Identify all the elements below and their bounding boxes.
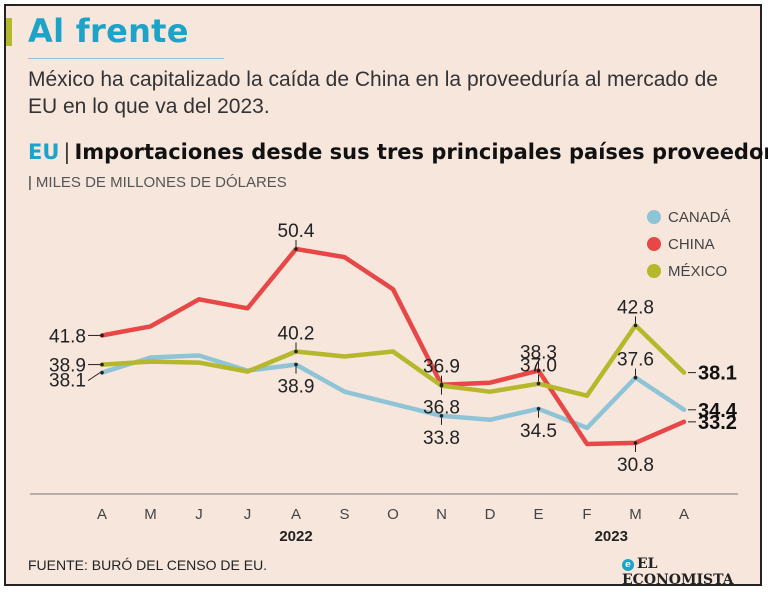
data-point-dot	[633, 441, 638, 445]
data-point-dot	[100, 370, 104, 375]
x-tick-label: A	[97, 506, 107, 523]
x-tick-label: J	[195, 506, 203, 523]
data-point-dot	[536, 406, 541, 411]
data-label: 38.1	[49, 371, 86, 392]
headline-rule	[28, 58, 224, 59]
x-tick-label: M	[629, 506, 642, 523]
legend-label: CHINA	[668, 236, 715, 253]
data-label-end: 33.2	[698, 412, 737, 434]
x-tick-label: J	[244, 506, 252, 523]
data-label: 38.9	[278, 377, 315, 398]
label-leader	[87, 372, 101, 382]
data-point-dot	[294, 362, 298, 367]
chart-title-region: EU	[28, 140, 60, 164]
data-label: 33.8	[423, 428, 460, 449]
data-point-dot	[633, 323, 638, 328]
data-point-dot	[536, 381, 541, 386]
data-label-end: 34.4	[698, 400, 738, 422]
x-tick-label: O	[387, 506, 399, 523]
unit-label: | MILES DE MILLONES DE DÓLARES	[28, 174, 287, 191]
data-label: 41.8	[49, 326, 86, 347]
data-label: 40.2	[278, 324, 315, 345]
data-label-end: 38.1	[698, 363, 737, 385]
x-tick-label: F	[582, 506, 591, 523]
data-point-dot	[439, 383, 444, 388]
data-point-dot	[633, 375, 638, 380]
infographic-frame	[4, 4, 762, 586]
legend-label: MÉXICO	[668, 263, 727, 280]
accent-bar	[6, 18, 12, 46]
data-point-dot	[100, 362, 104, 367]
chart-title: EU | Importaciones desde sus tres principa…	[28, 140, 768, 164]
series-line	[99, 246, 687, 447]
x-tick-label: A	[679, 506, 689, 523]
x-tick-label: S	[339, 506, 349, 523]
x-tick-label: E	[533, 506, 543, 523]
legend-marker	[647, 264, 661, 278]
data-label: 34.5	[520, 421, 557, 442]
data-point-dot	[100, 333, 104, 338]
unit-text: MILES DE MILLONES DE DÓLARES	[35, 174, 287, 191]
data-point-dot	[439, 414, 444, 418]
x-tick-label: D	[485, 506, 496, 523]
logo: e EL ECONOMISTA	[622, 556, 768, 588]
data-label: 30.8	[617, 455, 654, 476]
data-label: 37.0	[520, 356, 557, 377]
logo-text: EL ECONOMISTA	[622, 556, 734, 588]
chart-title-separator: |	[63, 140, 71, 164]
legend-marker	[647, 210, 661, 224]
chart-title-text: Importaciones desde sus tres principales…	[74, 140, 768, 164]
data-point-dot	[536, 368, 541, 373]
data-label: 36.8	[423, 398, 460, 419]
x-tick-label: A	[291, 506, 301, 523]
data-label: 36.9	[423, 357, 460, 378]
source-note: FUENTE: BURÓ DEL CENSO DE EU.	[28, 557, 268, 573]
legend-marker	[647, 237, 661, 251]
logo-mark: e	[622, 559, 634, 571]
data-label: 37.6	[617, 350, 654, 371]
x-tick-label: N	[436, 506, 447, 523]
data-label: 38.9	[49, 356, 86, 377]
x-tick-label: M	[144, 506, 157, 523]
series-line	[99, 323, 687, 398]
subtitle: México ha capitalizado la caída de China…	[28, 68, 718, 118]
data-label: 50.4	[278, 221, 315, 242]
data-label: 38.3	[520, 343, 557, 364]
data-label: 42.8	[617, 297, 654, 318]
unit-bar: |	[28, 174, 32, 191]
series-line	[99, 353, 687, 431]
year-label: 2022	[279, 528, 312, 545]
data-point-dot	[294, 247, 298, 251]
year-label: 2023	[595, 528, 628, 545]
data-point-dot	[294, 349, 298, 354]
headline: Al frente	[28, 12, 189, 50]
legend-label: CANADÁ	[668, 209, 731, 226]
